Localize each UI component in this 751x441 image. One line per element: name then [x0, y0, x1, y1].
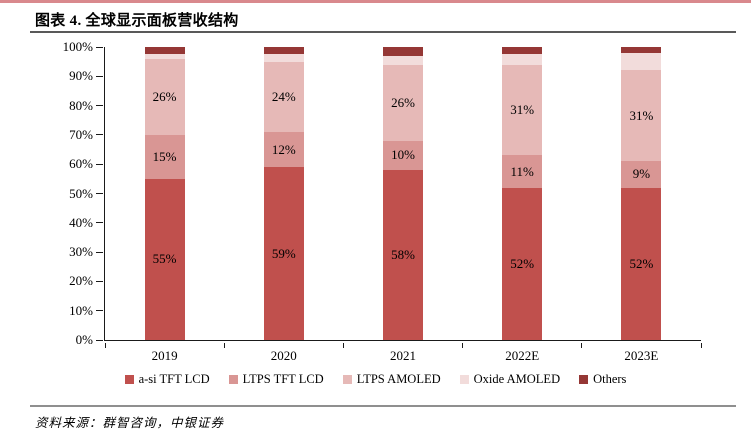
- stacked-bar-plot-area: 0% 10% 20% 30% 40% 50% 60% 70% 80% 90% 100% 2019 55%…: [63, 39, 702, 363]
- bar-segment: [502, 54, 543, 65]
- bar-segment-label: 12%: [271, 141, 296, 157]
- bar-segment: [621, 161, 662, 188]
- y-axis-tick-label: 100%: [62, 39, 93, 54]
- bar-segment: [621, 187, 662, 340]
- bar-segment: [263, 47, 304, 55]
- bar-segment: [144, 58, 185, 135]
- legend-item: LTPS TFT LCD: [228, 372, 324, 387]
- x-axis-tick: [342, 342, 344, 348]
- bar-segment: [383, 47, 423, 56]
- bar-segment: [383, 170, 423, 340]
- y-axis-tick-label: 30%: [69, 244, 93, 260]
- y-axis-tick-label: 90%: [69, 68, 93, 84]
- legend-swatch: [228, 375, 238, 384]
- footer-divider-rule: [30, 405, 736, 407]
- bar-segment-label: 52%: [629, 255, 654, 271]
- bar-segment: [383, 64, 423, 141]
- legend-swatch: [124, 375, 134, 384]
- legend-label: a-si TFT LCD: [138, 372, 210, 386]
- y-axis-tick: [96, 193, 103, 194]
- y-axis-tick: [96, 222, 103, 224]
- bar-segment-label: 26%: [152, 88, 177, 104]
- bar-segment: [621, 52, 662, 71]
- x-axis-tick: [104, 342, 106, 348]
- x-axis-tick: [223, 342, 225, 348]
- x-axis-label: 2019: [151, 348, 178, 363]
- bar-segment-label: 26%: [391, 94, 415, 110]
- legend-swatch: [579, 375, 589, 384]
- x-axis-tick: [700, 342, 702, 348]
- bar-segment: [144, 47, 185, 55]
- bar-segment: [144, 134, 185, 179]
- x-axis-tick: [581, 342, 583, 348]
- bar-segment: [144, 54, 185, 59]
- legend-label: Others: [593, 372, 627, 386]
- y-axis-tick-label: 20%: [69, 273, 93, 289]
- chart-legend: a-si TFT LCD LTPS TFT LCD LTPS AMOLED Oxide…: [0, 372, 751, 387]
- legend-item: Others: [579, 372, 626, 387]
- legend-item: a-si TFT LCD: [124, 372, 210, 387]
- y-axis-tick: [96, 105, 103, 107]
- bar-segment-label: 52%: [510, 255, 535, 271]
- bar-segment-label: 55%: [152, 251, 177, 267]
- legend-swatch: [459, 375, 469, 384]
- source-note: 资料来源：群智咨询，中银证券: [35, 416, 225, 430]
- y-axis-tick-label: 50%: [69, 185, 93, 201]
- bar-segment-label: 31%: [629, 107, 654, 123]
- figure-title: 图表 4. 全球显示面板营收结构: [35, 13, 239, 29]
- bar-segment: [263, 61, 304, 132]
- y-axis-tick-label: 0%: [75, 332, 93, 347]
- x-axis-tick: [462, 342, 464, 348]
- y-axis-tick-label: 80%: [69, 97, 93, 113]
- x-axis-label: 2022E: [505, 348, 540, 363]
- bar-segment: [263, 131, 304, 168]
- y-axis-tick: [96, 134, 103, 136]
- y-axis-tick-label: 70%: [69, 126, 93, 142]
- bar-segment-label: 9%: [632, 166, 651, 182]
- y-axis-tick: [96, 251, 103, 253]
- bar-segment: [263, 167, 304, 340]
- bar-segment: [502, 155, 543, 188]
- legend-item: Oxide AMOLED: [459, 372, 561, 387]
- y-axis-tick: [96, 339, 103, 341]
- bar-segment: [502, 187, 543, 340]
- title-divider-rule: [30, 31, 736, 33]
- legend-label: LTPS AMOLED: [356, 372, 441, 386]
- y-axis-tick-label: 60%: [69, 156, 93, 172]
- y-axis-tick: [96, 46, 103, 48]
- legend-item: LTPS AMOLED: [342, 372, 441, 387]
- x-axis-label: 2020: [270, 348, 297, 363]
- bar-segment: [144, 178, 185, 340]
- page-top-accent-rule: [0, 0, 751, 3]
- legend-swatch: [342, 375, 352, 384]
- y-axis-tick: [96, 310, 103, 312]
- legend-label: LTPS TFT LCD: [242, 372, 324, 386]
- bar-segment: [502, 47, 543, 55]
- y-axis-tick: [96, 163, 103, 165]
- x-axis-label: 2021: [390, 348, 416, 363]
- bar-segment-label: 58%: [391, 247, 415, 263]
- y-axis-tick: [96, 280, 103, 282]
- bar-segment-label: 11%: [510, 163, 534, 179]
- bar-segment-label: 24%: [271, 88, 296, 104]
- bar-segment: [621, 47, 662, 53]
- x-axis-label: 2023E: [624, 348, 659, 363]
- bar-segment: [502, 64, 543, 156]
- bar-segment-label: 31%: [510, 101, 535, 117]
- bar-segment: [621, 70, 662, 162]
- bar-segment-label: 59%: [271, 245, 296, 261]
- y-axis-tick: [96, 75, 103, 77]
- bar-segment: [383, 55, 423, 65]
- bar-segment-label: 10%: [391, 147, 415, 163]
- bar-segment-label: 15%: [152, 148, 177, 164]
- y-axis-tick-label: 10%: [69, 302, 93, 318]
- bar-segment: [263, 54, 304, 62]
- bar-segment: [383, 140, 423, 171]
- y-axis-tick-label: 40%: [69, 214, 93, 230]
- legend-label: Oxide AMOLED: [473, 372, 561, 386]
